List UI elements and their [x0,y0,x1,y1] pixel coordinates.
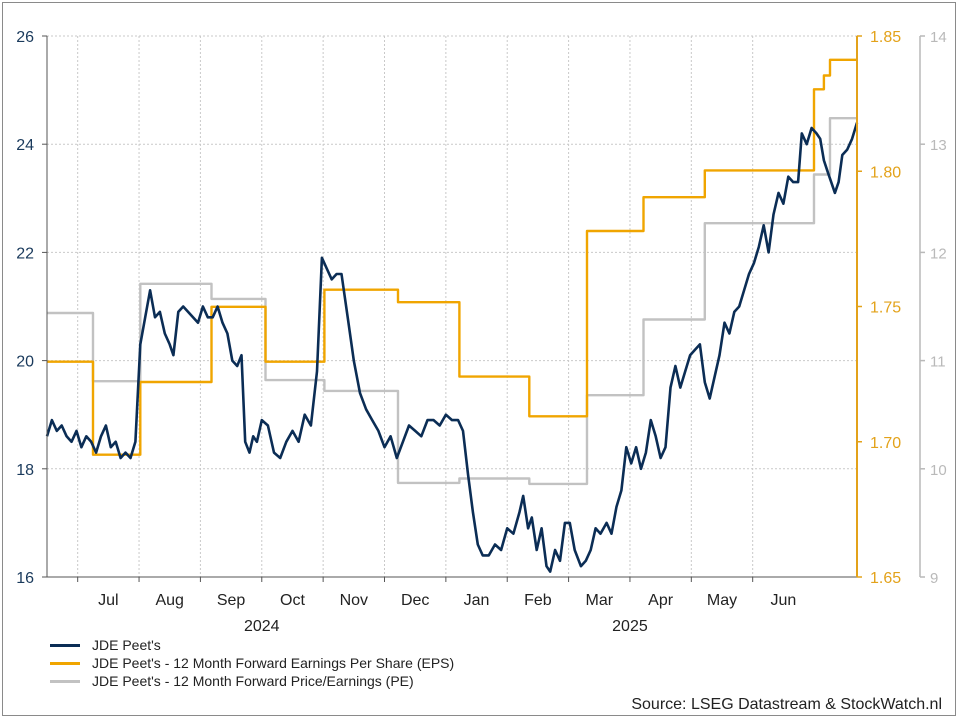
legend-swatch-eps [50,661,80,665]
series-lines [45,58,859,573]
month-label: Jul [98,592,118,609]
series-line-eps [47,58,857,456]
month-label: Jun [770,592,796,609]
pe-tick-label: 11 [930,354,946,371]
month-label: Mar [585,592,613,609]
month-label: Jan [464,592,490,609]
year-label: 2024 [244,618,280,635]
month-label: Feb [524,592,552,609]
pe-tick-label: 14 [930,29,947,46]
axes: 16 18 20 22 24 26 1.65 1.70 1.75 1.80 1.85 9 10 11 12 1… [16,29,946,635]
series-line-price [45,122,859,573]
series-line-pe [47,117,857,486]
eps-tick-label: 1.75 [870,300,901,317]
left-tick-label: 18 [16,462,34,479]
legend-swatch-price [50,643,80,647]
legend-label-price: JDE Peet's [92,637,161,653]
pe-tick-label: 12 [930,245,947,262]
pe-tick-label: 9 [930,570,938,587]
legend-item-pe: JDE Peet's - 12 Month Forward Price/Earn… [50,672,454,690]
month-label: May [707,592,737,609]
legend-item-price: JDE Peet's [50,636,454,654]
legend: JDE Peet's JDE Peet's - 12 Month Forward… [50,636,454,690]
year-label: 2025 [612,618,648,635]
pe-tick-label: 13 [930,137,947,154]
legend-item-eps: JDE Peet's - 12 Month Forward Earnings P… [50,654,454,672]
month-label: Aug [155,592,183,609]
eps-tick-label: 1.70 [870,435,901,452]
month-label: Apr [648,592,674,609]
left-tick-label: 24 [16,137,34,154]
month-label: Sep [217,592,246,609]
legend-label-eps: JDE Peet's - 12 Month Forward Earnings P… [92,655,455,671]
eps-tick-label: 1.85 [870,29,901,46]
left-tick-label: 16 [16,570,34,587]
month-label: Nov [340,592,368,609]
legend-swatch-pe [50,679,80,683]
legend-label-pe: JDE Peet's - 12 Month Forward Price/Earn… [92,673,414,689]
eps-tick-label: 1.80 [870,164,901,181]
eps-tick-label: 1.65 [870,570,901,587]
pe-tick-label: 10 [930,462,947,479]
left-tick-label: 20 [16,354,34,371]
month-label: Oct [280,592,305,609]
grid [47,35,857,578]
month-label: Dec [401,592,429,609]
left-tick-label: 22 [16,245,34,262]
left-tick-label: 26 [16,29,34,46]
source-note: Source: LSEG Datastream & StockWatch.nl [631,696,942,713]
